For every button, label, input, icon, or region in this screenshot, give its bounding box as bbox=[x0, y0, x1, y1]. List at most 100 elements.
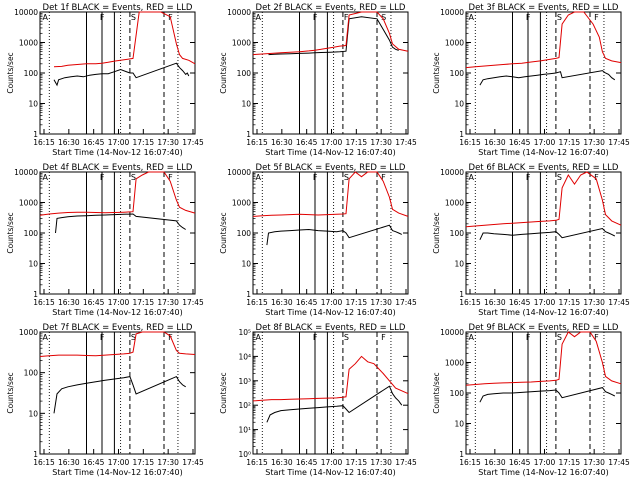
x-tick-label: 17:15 bbox=[133, 458, 155, 467]
marker-letter: F bbox=[313, 13, 318, 22]
x-tick-label: 16:45 bbox=[83, 458, 105, 467]
series-events-line bbox=[53, 62, 190, 87]
x-tick-label: 17:15 bbox=[346, 138, 368, 147]
x-tick-label: 17:30 bbox=[157, 458, 179, 467]
x-tick-label: 16:30 bbox=[484, 458, 506, 467]
x-tick-label: 16:15 bbox=[246, 138, 268, 147]
y-tick-label: 100 bbox=[24, 369, 39, 378]
x-tick-label: 16:45 bbox=[296, 298, 318, 307]
marker-letter: A bbox=[469, 333, 475, 342]
plot-frame bbox=[39, 171, 196, 295]
y-axis-label: Counts/sec bbox=[432, 52, 441, 93]
marker-letter: S bbox=[131, 173, 136, 182]
x-axis-label: Start Time (14-Nov-12 16:07:40) bbox=[478, 308, 608, 317]
marker-letter: A bbox=[469, 173, 475, 182]
plot-frame bbox=[39, 11, 196, 135]
y-tick-label: 1000 bbox=[232, 199, 251, 208]
panel-title: Det 3f BLACK = Events, RED = LLD bbox=[469, 3, 619, 13]
marker-letter: F bbox=[168, 173, 173, 182]
x-tick-label: 16:45 bbox=[296, 138, 318, 147]
marker-letter: S bbox=[344, 173, 349, 182]
marker-letter: F bbox=[381, 333, 386, 342]
x-tick-label: 17:45 bbox=[182, 138, 204, 147]
marker-letter: S bbox=[344, 333, 349, 342]
y-tick-label: 10² bbox=[238, 401, 251, 410]
marker-letter: A bbox=[469, 13, 475, 22]
x-tick-label: 17:00 bbox=[108, 458, 130, 467]
y-tick-label: 100 bbox=[450, 69, 465, 78]
x-axis-label: Start Time (14-Nov-12 16:07:40) bbox=[52, 308, 182, 317]
y-tick-label: 10¹ bbox=[238, 426, 251, 435]
plot-frame bbox=[465, 331, 622, 455]
x-tick-label: 17:45 bbox=[608, 458, 630, 467]
y-tick-label: 1000 bbox=[19, 328, 38, 337]
y-axis-label: Counts/sec bbox=[432, 212, 441, 253]
y-tick-label: 1000 bbox=[445, 39, 464, 48]
marker-letter: F bbox=[344, 13, 349, 22]
x-tick-label: 16:45 bbox=[509, 458, 531, 467]
marker-letter: S bbox=[557, 173, 562, 182]
x-axis-label: Start Time (14-Nov-12 16:07:40) bbox=[265, 468, 395, 477]
y-axis-label: Counts/sec bbox=[6, 212, 15, 253]
series-lld-line bbox=[252, 355, 409, 402]
x-tick-label: 16:30 bbox=[271, 138, 293, 147]
series-events-line bbox=[479, 387, 616, 403]
x-tick-label: 16:15 bbox=[33, 298, 55, 307]
marker-letter: A bbox=[43, 333, 49, 342]
y-tick-label: 10 bbox=[454, 100, 464, 109]
y-tick-label: 10000 bbox=[440, 168, 464, 177]
marker-letter: F bbox=[100, 13, 105, 22]
y-tick-label: 10 bbox=[241, 260, 251, 269]
y-tick-label: 1 bbox=[459, 450, 464, 459]
panel-title: Det 9f BLACK = Events, RED = LLD bbox=[469, 323, 619, 333]
marker-letter: F bbox=[526, 333, 531, 342]
series-lld-line bbox=[252, 11, 409, 56]
x-tick-label: 16:30 bbox=[58, 138, 80, 147]
y-axis-label: Counts/sec bbox=[219, 372, 228, 413]
marker-letter: S bbox=[131, 13, 136, 22]
panel-title: Det 5f BLACK = Events, RED = LLD bbox=[256, 163, 406, 173]
series-lld-line bbox=[39, 171, 196, 216]
x-axis-label: Start Time (14-Nov-12 16:07:40) bbox=[265, 148, 395, 157]
x-tick-label: 17:45 bbox=[395, 298, 417, 307]
x-tick-label: 17:45 bbox=[182, 458, 204, 467]
x-tick-label: 17:15 bbox=[133, 298, 155, 307]
x-tick-label: 16:30 bbox=[484, 298, 506, 307]
x-tick-label: 17:00 bbox=[108, 138, 130, 147]
y-tick-label: 1 bbox=[246, 130, 251, 139]
x-tick-label: 17:00 bbox=[534, 298, 556, 307]
x-tick-label: 17:00 bbox=[321, 138, 343, 147]
series-events-line bbox=[53, 375, 186, 414]
plot-frame bbox=[252, 171, 409, 295]
y-tick-label: 1 bbox=[459, 290, 464, 299]
x-tick-label: 17:45 bbox=[395, 458, 417, 467]
marker-letter: F bbox=[313, 333, 318, 342]
y-tick-label: 100 bbox=[237, 69, 252, 78]
marker-letter: F bbox=[526, 13, 531, 22]
marker-letter: A bbox=[43, 13, 49, 22]
marker-letter: A bbox=[43, 173, 49, 182]
x-axis-label: Start Time (14-Nov-12 16:07:40) bbox=[52, 148, 182, 157]
series-events-line bbox=[266, 224, 403, 246]
plot-frame bbox=[252, 331, 409, 455]
x-tick-label: 16:15 bbox=[459, 458, 481, 467]
marker-letter: A bbox=[256, 13, 262, 22]
marker-letter: A bbox=[256, 333, 262, 342]
series-lld-line bbox=[465, 11, 622, 69]
marker-letter: F bbox=[594, 173, 599, 182]
y-tick-label: 1 bbox=[33, 130, 38, 139]
y-tick-label: 10⁰ bbox=[238, 450, 251, 459]
x-tick-label: 16:30 bbox=[58, 298, 80, 307]
y-tick-label: 10000 bbox=[227, 168, 251, 177]
x-tick-label: 17:15 bbox=[133, 138, 155, 147]
panel-title: Det 1f BLACK = Events, RED = LLD bbox=[43, 3, 193, 13]
x-tick-label: 17:45 bbox=[395, 138, 417, 147]
marker-letter: F bbox=[526, 173, 531, 182]
y-axis-label: Counts/sec bbox=[6, 52, 15, 93]
y-tick-label: 1 bbox=[33, 290, 38, 299]
x-tick-label: 16:15 bbox=[459, 138, 481, 147]
